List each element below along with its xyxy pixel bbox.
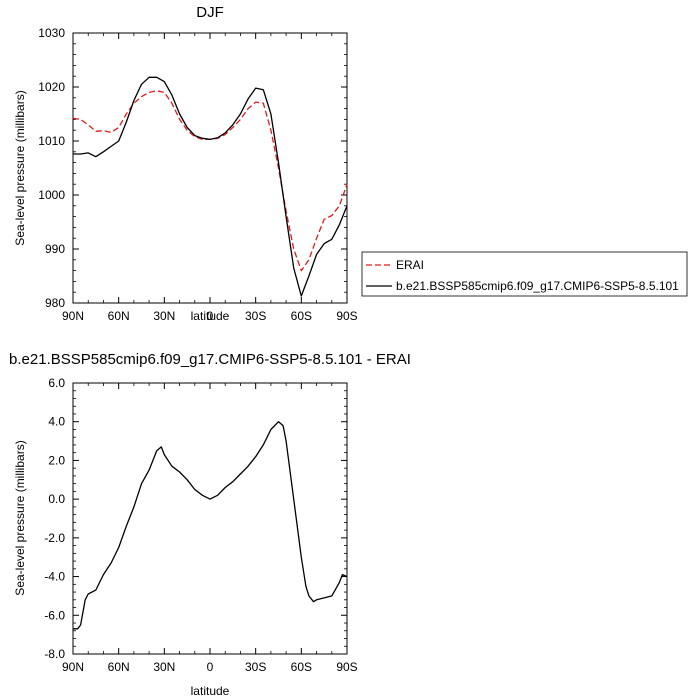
x-tick-label-bottom: 0	[207, 660, 214, 674]
x-tick-label-top: 30N	[153, 309, 175, 323]
x-tick-label-top: 90S	[336, 309, 357, 323]
x-tick-label-top: 90N	[62, 309, 84, 323]
plot-marks-top: 90N 60N 30N 0 30S 60S 90S 980 990 1000 1010 1020 103…	[38, 26, 357, 323]
x-tick-label-bottom: 30S	[245, 660, 266, 674]
plot-frame-top	[72, 32, 348, 304]
legend-box	[361, 251, 688, 297]
x-tick-label-bottom: 90N	[62, 660, 84, 674]
y-tick-label-bottom: 0.0	[48, 492, 65, 506]
x-tick-label-bottom: 90S	[336, 660, 357, 674]
y-tick-label-top: 1020	[38, 80, 65, 94]
panel-djf: DJF latitude Sea-level pressure (milliba…	[13, 4, 358, 323]
y-tick-label-bottom: -6.0	[44, 608, 65, 622]
y-tick-label-bottom: -2.0	[44, 531, 65, 545]
y-tick-label-bottom: 2.0	[48, 453, 65, 467]
series-line-bottom-0	[73, 421, 348, 630]
y-tick-label-top: 1010	[38, 134, 65, 148]
x-tick-label-top: 60N	[108, 309, 130, 323]
x-tick-label-top: 0	[207, 309, 214, 323]
legend-label-model: b.e21.BSSP585cmip6.f09_g17.CMIP6-SSP5-8.…	[396, 279, 679, 293]
series-line-top-1	[73, 76, 348, 297]
y-tick-label-top: 1000	[38, 188, 65, 202]
x-axis-label-top: latitude	[191, 309, 230, 323]
y-axis-label-bottom: Sea-level pressure (millibars)	[13, 440, 27, 595]
x-tick-label-bottom: 60N	[108, 660, 130, 674]
x-tick-label-bottom: 30N	[153, 660, 175, 674]
x-tick-label-top: 60S	[291, 309, 312, 323]
y-tick-label-bottom: 6.0	[48, 376, 65, 390]
series-line-top-0	[72, 90, 348, 272]
chart-title-top: DJF	[196, 4, 224, 21]
plot-frame-bottom	[72, 382, 348, 655]
chart-title-bottom: b.e21.BSSP585cmip6.f09_g17.CMIP6-SSP5-8.…	[9, 351, 411, 368]
legend-label-erai: ERAI	[396, 258, 424, 272]
y-tick-label-top: 990	[45, 242, 65, 256]
panel-difference: b.e21.BSSP585cmip6.f09_g17.CMIP6-SSP5-8.…	[9, 351, 411, 698]
x-axis-label-bottom: latitude	[191, 684, 230, 698]
x-tick-label-top: 30S	[245, 309, 266, 323]
plot-marks-bottom: 90N 60N 30N 0 30S 60S 90S -8.0 -6.0 -4.0 -2.0 0.0 2.…	[44, 376, 357, 674]
y-tick-label-top: 980	[45, 296, 65, 310]
y-tick-label-bottom: 4.0	[48, 415, 65, 429]
legend: ERAI b.e21.BSSP585cmip6.f09_g17.CMIP6-SS…	[361, 251, 688, 297]
y-tick-label-bottom: -4.0	[44, 570, 65, 584]
y-tick-label-bottom: -8.0	[44, 647, 65, 661]
y-axis-label-top: Sea-level pressure (millibars)	[13, 90, 27, 245]
x-tick-label-bottom: 60S	[291, 660, 312, 674]
y-tick-label-top: 1030	[38, 26, 65, 40]
